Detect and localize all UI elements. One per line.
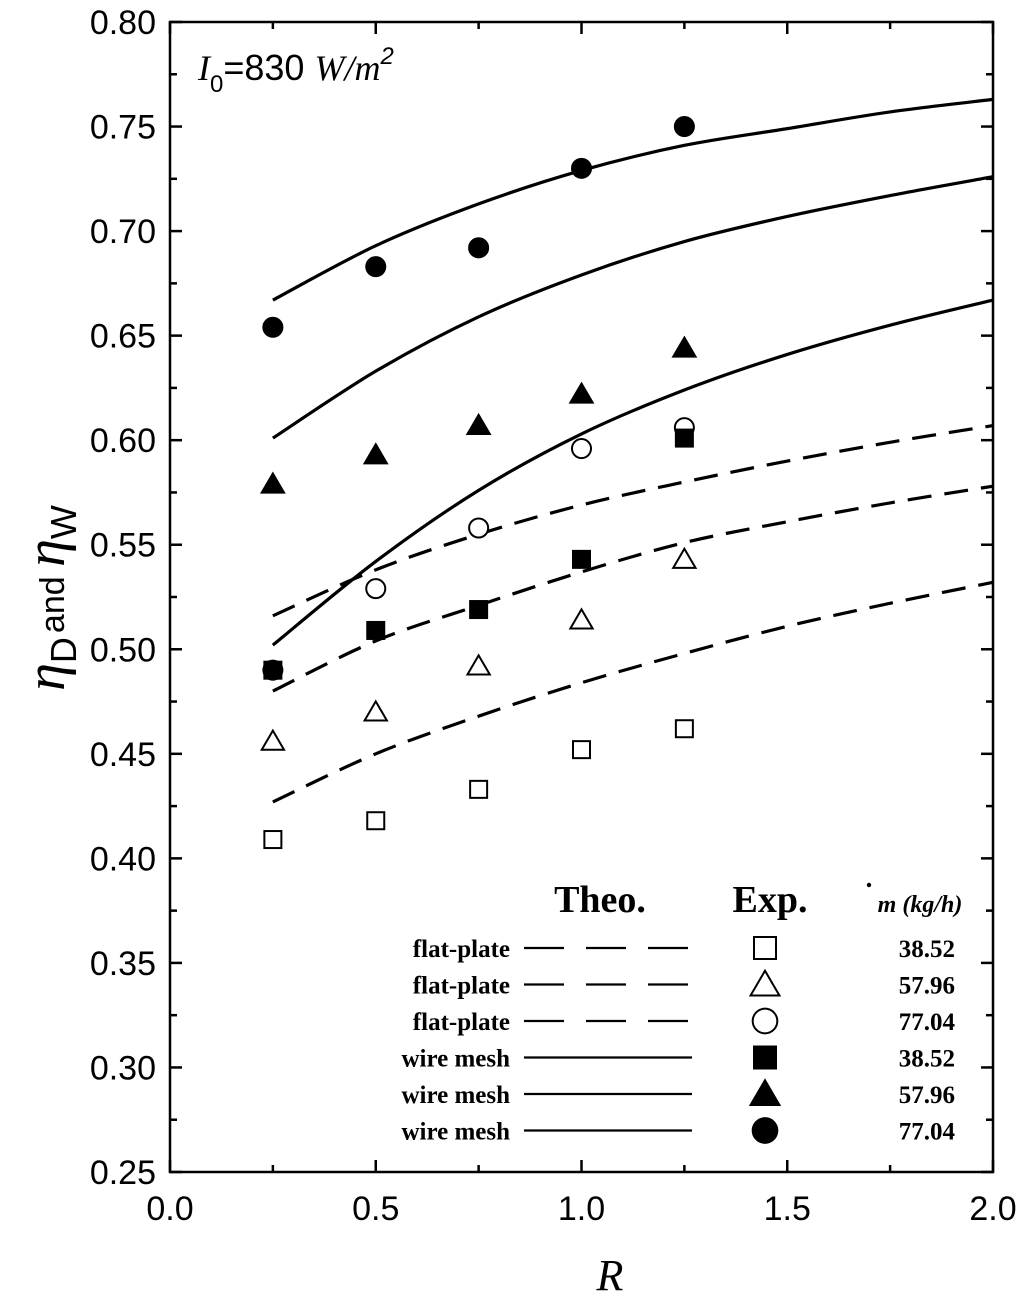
y-tick-label: 0.70 xyxy=(90,213,156,251)
wire-mesh-circle-marker xyxy=(673,116,695,138)
wire-mesh-triangle-marker xyxy=(568,381,595,404)
flat-plate-square-marker xyxy=(572,740,591,760)
y-tick-label: 0.50 xyxy=(90,631,156,669)
irradiance-symbol: I xyxy=(197,48,212,88)
flat-plate-square-marker xyxy=(674,719,694,739)
legend-rows: flat-plate 38.52 flat-plate 57.96 flat-plate… xyxy=(401,936,956,1146)
flat-plate-circle-marker xyxy=(365,578,387,600)
flat-plate-triangle-marker xyxy=(362,699,389,722)
legend-square-icon xyxy=(753,1045,777,1070)
irradiance-superscript: 2 xyxy=(379,43,393,70)
y-tick-label: 0.75 xyxy=(90,109,156,147)
legend-row-label: flat-plate xyxy=(413,973,510,1000)
legend-header-exp: Exp. xyxy=(733,879,808,921)
y-axis-sub-w: W xyxy=(43,505,84,539)
legend-row-label: flat-plate xyxy=(413,1009,510,1036)
wire-mesh-theory-curve-38-52 xyxy=(271,298,994,647)
legend-circle-icon xyxy=(751,1007,779,1035)
y-tick-label: 0.65 xyxy=(90,318,156,356)
y-tick-labels: 0.25 0.30 0.35 0.40 0.45 0.50 0.55 0.60 0.65 0.70… xyxy=(90,4,156,1192)
wire-mesh-square-marker xyxy=(572,549,591,569)
wire-mesh-triangle-marker xyxy=(671,335,698,358)
x-tick-label: 0.5 xyxy=(352,1190,399,1228)
wire-mesh-square-marker xyxy=(366,620,386,640)
legend-header-theo: Theo. xyxy=(554,879,646,921)
flat-plate-square-marker xyxy=(469,779,489,799)
legend-header-mdot: m (kg/h) xyxy=(878,892,963,918)
flat-plate-theory-curve-57-96 xyxy=(272,484,994,693)
y-tick-label: 0.55 xyxy=(90,527,156,565)
flat-plate-circle-marker xyxy=(468,517,490,539)
y-tick-label: 0.80 xyxy=(90,4,156,42)
plot-frame xyxy=(168,20,995,1174)
legend-row-label: wire mesh xyxy=(401,1119,510,1146)
legend-triangle-icon xyxy=(748,1078,782,1106)
flat-plate-theory-curve-77-04 xyxy=(272,423,994,618)
wire-mesh-circle-marker xyxy=(570,157,593,179)
legend: Theo. Exp. m (kg/h) flat-plate 38.52flat-… xyxy=(401,879,962,1146)
y-tick-label: 0.60 xyxy=(90,422,156,460)
x-tick-label: 1.0 xyxy=(558,1190,605,1228)
legend-row-mdot: 38.52 xyxy=(899,1046,955,1073)
experimental-markers xyxy=(259,116,698,850)
theoretical-curves xyxy=(271,97,994,804)
y-tick-label: 0.45 xyxy=(90,736,156,774)
legend-row-label: flat-plate xyxy=(413,936,510,963)
irradiance-value: =830 xyxy=(223,47,314,88)
y-tick-label: 0.30 xyxy=(90,1049,156,1087)
y-axis-title: ηDand ηW xyxy=(15,505,84,691)
axis-ticks xyxy=(168,20,995,1174)
legend-square-icon xyxy=(753,936,777,960)
y-axis-eta-d: η xyxy=(15,663,77,691)
legend-triangle-icon xyxy=(748,968,782,997)
flat-plate-circle-marker xyxy=(570,438,593,460)
y-tick-label: 0.25 xyxy=(90,1154,156,1192)
flat-plate-square-marker xyxy=(263,830,283,850)
legend-row-mdot: 77.04 xyxy=(899,1009,956,1036)
mdot-dot-icon xyxy=(866,882,872,888)
flat-plate-triangle-marker xyxy=(259,728,286,751)
legend-row-mdot: 57.96 xyxy=(899,973,955,1000)
legend-mdot-symbol: m xyxy=(878,892,897,918)
legend-circle-icon xyxy=(751,1117,779,1144)
wire-mesh-circle-marker xyxy=(468,237,490,259)
y-tick-label: 0.35 xyxy=(90,945,156,983)
irradiance-unit: W/m xyxy=(314,48,380,88)
x-tick-label: 0.0 xyxy=(146,1190,193,1228)
y-axis-and: and xyxy=(34,567,72,633)
x-tick-label: 1.5 xyxy=(764,1190,811,1228)
irradiance-subscript: 0 xyxy=(210,71,223,98)
flat-plate-square-marker xyxy=(366,811,386,831)
wire-mesh-circle-marker xyxy=(262,316,284,338)
legend-mdot-unit: (kg/h) xyxy=(896,892,962,918)
y-axis-sub-d: D xyxy=(43,637,84,663)
x-axis-title: R xyxy=(596,1251,624,1300)
wire-mesh-circle-marker xyxy=(365,256,387,278)
x-tick-labels: 0.0 0.5 1.0 1.5 2.0 xyxy=(146,1190,1016,1228)
y-axis-eta-w: η xyxy=(15,539,77,567)
legend-row-label: wire mesh xyxy=(401,1082,510,1109)
flat-plate-triangle-marker xyxy=(671,546,698,569)
flat-plate-triangle-marker xyxy=(568,607,595,630)
wire-mesh-square-marker xyxy=(469,600,489,620)
wire-mesh-triangle-marker xyxy=(362,442,389,465)
wire-mesh-theory-curve-57-96 xyxy=(272,175,994,440)
legend-row-mdot: 77.04 xyxy=(899,1119,956,1146)
irradiance-annotation: I0=830 W/m2 xyxy=(197,43,394,98)
wire-mesh-triangle-marker xyxy=(465,412,492,436)
wire-mesh-square-marker xyxy=(263,660,283,680)
x-tick-label: 2.0 xyxy=(969,1190,1016,1228)
legend-row-mdot: 57.96 xyxy=(899,1082,955,1109)
flat-plate-theory-curve-38-52 xyxy=(272,580,994,804)
wire-mesh-triangle-marker xyxy=(259,471,286,494)
flat-plate-triangle-marker xyxy=(465,653,492,676)
legend-row-mdot: 38.52 xyxy=(899,936,955,963)
wire-mesh-theory-curve-77-04 xyxy=(272,97,994,302)
y-tick-label: 0.40 xyxy=(90,840,156,878)
wire-mesh-square-marker xyxy=(674,428,694,448)
legend-row-label: wire mesh xyxy=(401,1046,510,1073)
